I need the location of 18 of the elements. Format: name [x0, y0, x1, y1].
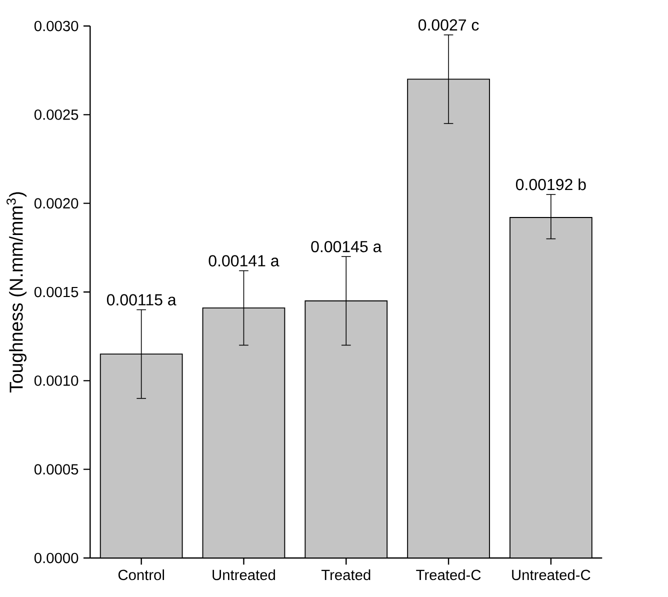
y-tick-label: 0.0005	[34, 464, 78, 475]
y-tick-label: 0.0020	[34, 198, 78, 209]
data-label: 0.00115 a	[106, 294, 176, 306]
y-axis-title: Toughness (N.mm/mm$^{3}$)	[6, 192, 27, 393]
x-tick-label: Treated-C	[416, 569, 481, 580]
y-tick-label: 0.0015	[34, 286, 78, 298]
x-tick-label: Untreated	[212, 569, 275, 580]
data-label: 0.0027 c	[418, 19, 479, 31]
x-tick-label: Untreated-C	[512, 569, 590, 580]
data-label: 0.00145 a	[311, 240, 382, 252]
y-tick-label: 0.0025	[34, 109, 78, 120]
data-label: 0.00192 b	[516, 178, 586, 190]
y-tick-label: 0.0000	[34, 552, 78, 564]
y-tick-label: 0.0010	[34, 375, 78, 386]
y-tick-label: 0.0030	[34, 20, 78, 32]
x-tick-label: Treated	[321, 569, 370, 580]
data-label: 0.00141 a	[208, 255, 280, 266]
x-tick-label: Control	[118, 569, 164, 580]
